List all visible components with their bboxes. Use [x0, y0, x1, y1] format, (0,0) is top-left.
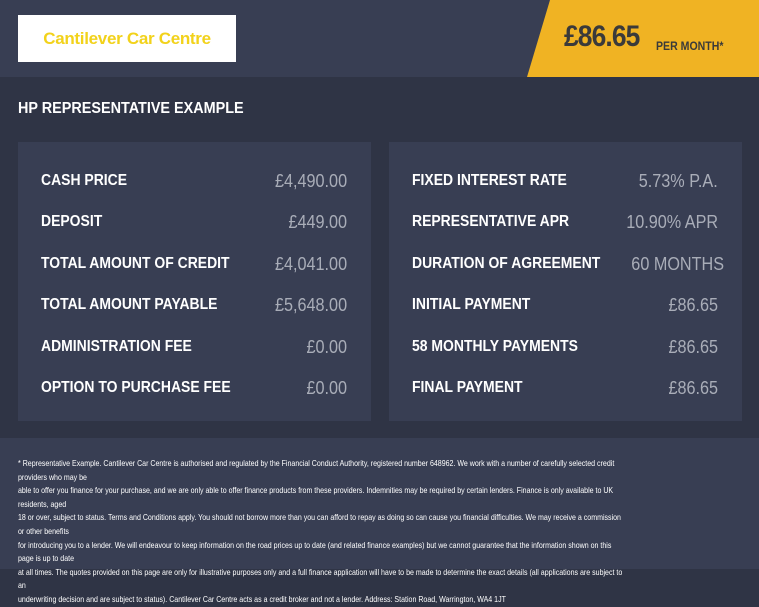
row-label: 58 MONTHLY PAYMENTS — [412, 338, 578, 355]
row-value: £449.00 — [288, 211, 347, 232]
section-title: HP REPRESENTATIVE EXAMPLE — [18, 100, 244, 117]
row-value: £0.00 — [306, 336, 347, 357]
row-label: REPRESENTATIVE APR — [412, 213, 570, 230]
logo[interactable]: Cantilever Car Centre — [18, 15, 236, 62]
monthly-price: £86.65 — [564, 20, 640, 53]
row-label: TOTAL AMOUNT OF CREDIT — [41, 255, 230, 272]
row-value: £86.65 — [668, 377, 718, 398]
finance-row: REPRESENTATIVE APR 10.90% APR — [412, 207, 718, 237]
finance-row: TOTAL AMOUNT OF CREDIT £4,041.00 — [41, 249, 347, 279]
row-label: FIXED INTEREST RATE — [412, 172, 567, 189]
finance-row: FINAL PAYMENT £86.65 — [412, 373, 718, 403]
header: Cantilever Car Centre £86.65 PER MONTH* — [0, 0, 759, 77]
row-label: OPTION TO PURCHASE FEE — [41, 379, 231, 396]
finance-row: FIXED INTEREST RATE 5.73% P.A. — [412, 166, 718, 196]
row-value: £4,490.00 — [274, 170, 347, 191]
footer — [0, 438, 759, 569]
row-value: 10.90% APR — [626, 211, 718, 232]
finance-row: OPTION TO PURCHASE FEE £0.00 — [41, 373, 347, 403]
row-label: CASH PRICE — [41, 172, 128, 189]
finance-row: CASH PRICE £4,490.00 — [41, 166, 347, 196]
row-label: DEPOSIT — [41, 213, 103, 230]
finance-row: DURATION OF AGREEMENT 60 MONTHS — [412, 249, 724, 279]
row-value: £5,648.00 — [274, 294, 347, 315]
row-value: £86.65 — [668, 336, 718, 357]
finance-row: ADMINISTRATION FEE £0.00 — [41, 332, 347, 362]
finance-row: DEPOSIT £449.00 — [41, 207, 347, 237]
row-value: 5.73% P.A. — [639, 170, 718, 191]
logo-text: Cantilever Car Centre — [43, 28, 211, 48]
finance-row: TOTAL AMOUNT PAYABLE £5,648.00 — [41, 290, 347, 320]
finance-panel-left: CASH PRICE £4,490.00 DEPOSIT £449.00 TOTAL… — [18, 142, 371, 421]
per-month-label: PER MONTH* — [656, 39, 724, 53]
row-value: 60 MONTHS — [631, 253, 725, 274]
disclaimer-text: * Representative Example. Cantilever Car… — [18, 458, 623, 604]
row-label: FINAL PAYMENT — [412, 379, 523, 396]
row-label: ADMINISTRATION FEE — [41, 338, 192, 355]
row-value: £0.00 — [306, 377, 347, 398]
price-banner — [527, 0, 759, 77]
row-value: £86.65 — [668, 294, 718, 315]
row-value: £4,041.00 — [274, 253, 347, 274]
finance-row: 58 MONTHLY PAYMENTS £86.65 — [412, 332, 718, 362]
row-label: INITIAL PAYMENT — [412, 296, 531, 313]
finance-row: INITIAL PAYMENT £86.65 — [412, 290, 718, 320]
row-label: DURATION OF AGREEMENT — [412, 255, 601, 272]
finance-panel-right: FIXED INTEREST RATE 5.73% P.A. REPRESENTA… — [389, 142, 742, 421]
row-label: TOTAL AMOUNT PAYABLE — [41, 296, 218, 313]
